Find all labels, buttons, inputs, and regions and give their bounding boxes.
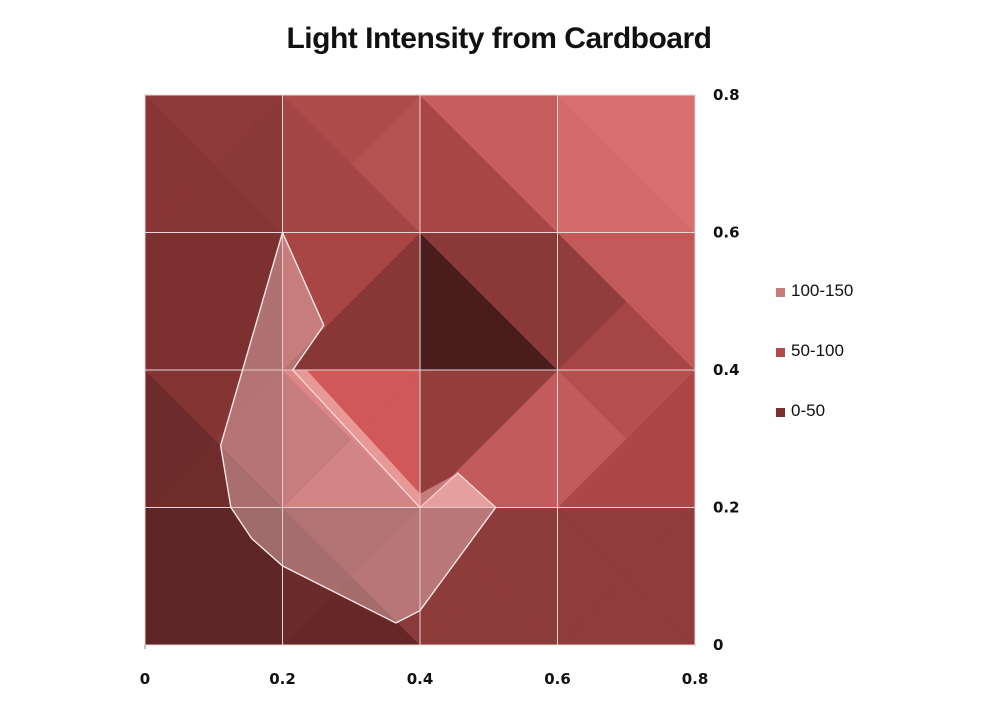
legend-swatch (776, 288, 785, 297)
legend-swatch (776, 348, 785, 357)
legend-swatch (776, 408, 785, 417)
x-tick-label: 0.8 (682, 670, 709, 688)
contour-overlays (219, 230, 497, 624)
surface-bands (144, 94, 696, 646)
gridlines (144, 94, 696, 649)
legend-label: 0-50 (791, 401, 825, 420)
y-tick-label: 0.6 (713, 224, 740, 242)
legend-label: 100-150 (791, 281, 853, 300)
contour-overlay-1 (292, 370, 420, 508)
y-tick-label: 0.8 (713, 86, 740, 104)
chart-title: Light Intensity from Cardboard (286, 22, 712, 55)
legend-label: 50-100 (791, 341, 844, 360)
x-axis-ticks: 0 0.2 0.4 0.6 0.8 (140, 670, 709, 688)
y-tick-label: 0.4 (713, 361, 740, 379)
y-tick-label: 0.2 (713, 499, 740, 517)
legend: 100-150 50-100 0-50 (776, 281, 853, 420)
x-tick-label: 0.2 (269, 670, 296, 688)
contour-overlay-2 (420, 473, 496, 508)
y-axis-ticks: 0 0.2 0.4 0.6 0.8 (713, 86, 740, 654)
x-tick-label: 0.4 (407, 670, 434, 688)
y-tick-label: 0 (713, 636, 723, 654)
x-tick-label: 0.6 (544, 670, 571, 688)
x-tick-label: 0 (140, 670, 150, 688)
